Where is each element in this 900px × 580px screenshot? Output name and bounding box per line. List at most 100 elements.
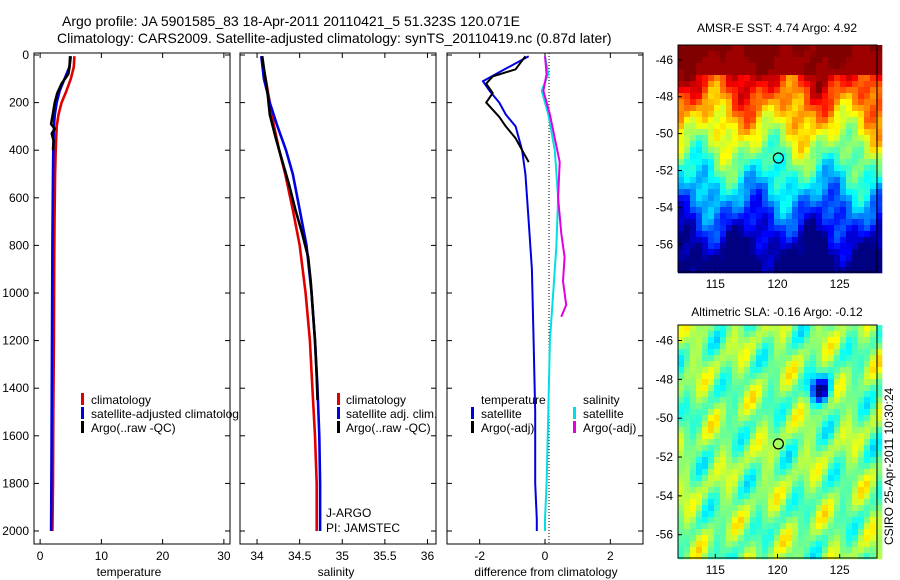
heatmap-cell: [720, 177, 727, 184]
heatmap-cell: [852, 135, 859, 142]
heatmap-cell: [720, 225, 727, 232]
heatmap-cell: [762, 391, 769, 398]
heatmap-cell: [792, 111, 799, 118]
heatmap-cell: [732, 129, 739, 136]
heatmap-cell: [846, 129, 853, 136]
heatmap-cell: [726, 63, 733, 70]
heatmap-cell: [696, 415, 703, 422]
heatmap-cell: [828, 343, 835, 350]
heatmap-cell: [852, 93, 859, 100]
heatmap-cell: [822, 349, 829, 356]
heatmap-cell: [804, 541, 811, 548]
heatmap-cell: [786, 355, 793, 362]
temperature-legend: climatology satellite-adjusted climatolo…: [81, 393, 239, 435]
heatmap-cell: [774, 93, 781, 100]
heatmap-cell: [810, 397, 817, 404]
legend-title-salinity: salinity: [583, 393, 620, 407]
heatmap-cell: [786, 255, 793, 262]
heatmap-cell: [702, 427, 709, 434]
heatmap-cell: [756, 63, 763, 70]
heatmap-cell: [834, 409, 841, 416]
heatmap-cell: [792, 331, 799, 338]
heatmap-cell: [870, 553, 877, 560]
heatmap-cell: [774, 111, 781, 118]
heatmap-cell: [840, 487, 847, 494]
heatmap-cell: [744, 237, 751, 244]
heatmap-cell: [870, 409, 877, 416]
heatmap-cell: [744, 511, 751, 518]
heatmap-cell: [756, 445, 763, 452]
heatmap-cell: [816, 225, 823, 232]
heatmap-cell: [744, 343, 751, 350]
heatmap-cell: [822, 105, 829, 112]
heatmap-cell: [702, 249, 709, 256]
heatmap-cell: [762, 421, 769, 428]
heatmap-cell: [840, 367, 847, 374]
heatmap-cell: [870, 249, 877, 256]
heatmap-cell: [846, 189, 853, 196]
heatmap-cell: [684, 135, 691, 142]
heatmap-cell: [804, 361, 811, 368]
heatmap-cell: [768, 45, 775, 52]
heatmap-cell: [822, 261, 829, 268]
heatmap-cell: [780, 261, 787, 268]
heatmap-cell: [726, 105, 733, 112]
heatmap-cell: [798, 201, 805, 208]
heatmap-cell: [702, 189, 709, 196]
heatmap-cell: [852, 99, 859, 106]
heatmap-cell: [852, 445, 859, 452]
heatmap-cell: [756, 331, 763, 338]
heatmap-cell: [816, 427, 823, 434]
heatmap-cell: [750, 337, 757, 344]
heatmap-cell: [720, 45, 727, 52]
heatmap-cell: [804, 397, 811, 404]
heatmap-cell: [792, 391, 799, 398]
heatmap-cell: [792, 427, 799, 434]
heatmap-cell: [798, 415, 805, 422]
heatmap-cell: [822, 535, 829, 542]
heatmap-cell: [744, 331, 751, 338]
heatmap-cell: [774, 105, 781, 112]
heatmap-cell: [870, 349, 877, 356]
heatmap-cell: [690, 153, 697, 160]
heatmap-cell: [708, 421, 715, 428]
heatmap-cell: [678, 517, 685, 524]
heatmap-cell: [762, 225, 769, 232]
heatmap-cell: [852, 171, 859, 178]
heatmap-cell: [810, 415, 817, 422]
heatmap-cell: [726, 373, 733, 380]
heatmap-cell: [822, 493, 829, 500]
heatmap-cell: [708, 231, 715, 238]
heatmap-cell: [774, 141, 781, 148]
heatmap-cell: [696, 337, 703, 344]
heatmap-cell: [864, 195, 871, 202]
heatmap-cell: [840, 189, 847, 196]
heatmap-cell: [846, 171, 853, 178]
heatmap-cell: [846, 267, 853, 274]
heatmap-cell: [732, 415, 739, 422]
heatmap-cell: [858, 379, 865, 386]
heatmap-cell: [738, 517, 745, 524]
heatmap-cell: [690, 541, 697, 548]
heatmap-cell: [756, 201, 763, 208]
heatmap-cell: [864, 349, 871, 356]
heatmap-cell: [684, 523, 691, 530]
heatmap-cell: [744, 325, 751, 332]
x-tick-label: 2: [607, 549, 614, 563]
heatmap-cell: [876, 171, 883, 178]
heatmap-cell: [858, 355, 865, 362]
heatmap-cell: [786, 87, 793, 94]
heatmap-cell: [690, 243, 697, 250]
heatmap-cell: [720, 469, 727, 476]
heatmap-cell: [762, 189, 769, 196]
heatmap-cell: [768, 499, 775, 506]
heatmap-cell: [864, 225, 871, 232]
heatmap-cell: [786, 45, 793, 52]
heatmap-cell: [870, 427, 877, 434]
heatmap-cell: [864, 81, 871, 88]
heatmap-cell: [828, 337, 835, 344]
heatmap-cell: [678, 243, 685, 250]
heatmap-cell: [708, 219, 715, 226]
heatmap-cell: [738, 255, 745, 262]
heatmap-cell: [840, 481, 847, 488]
